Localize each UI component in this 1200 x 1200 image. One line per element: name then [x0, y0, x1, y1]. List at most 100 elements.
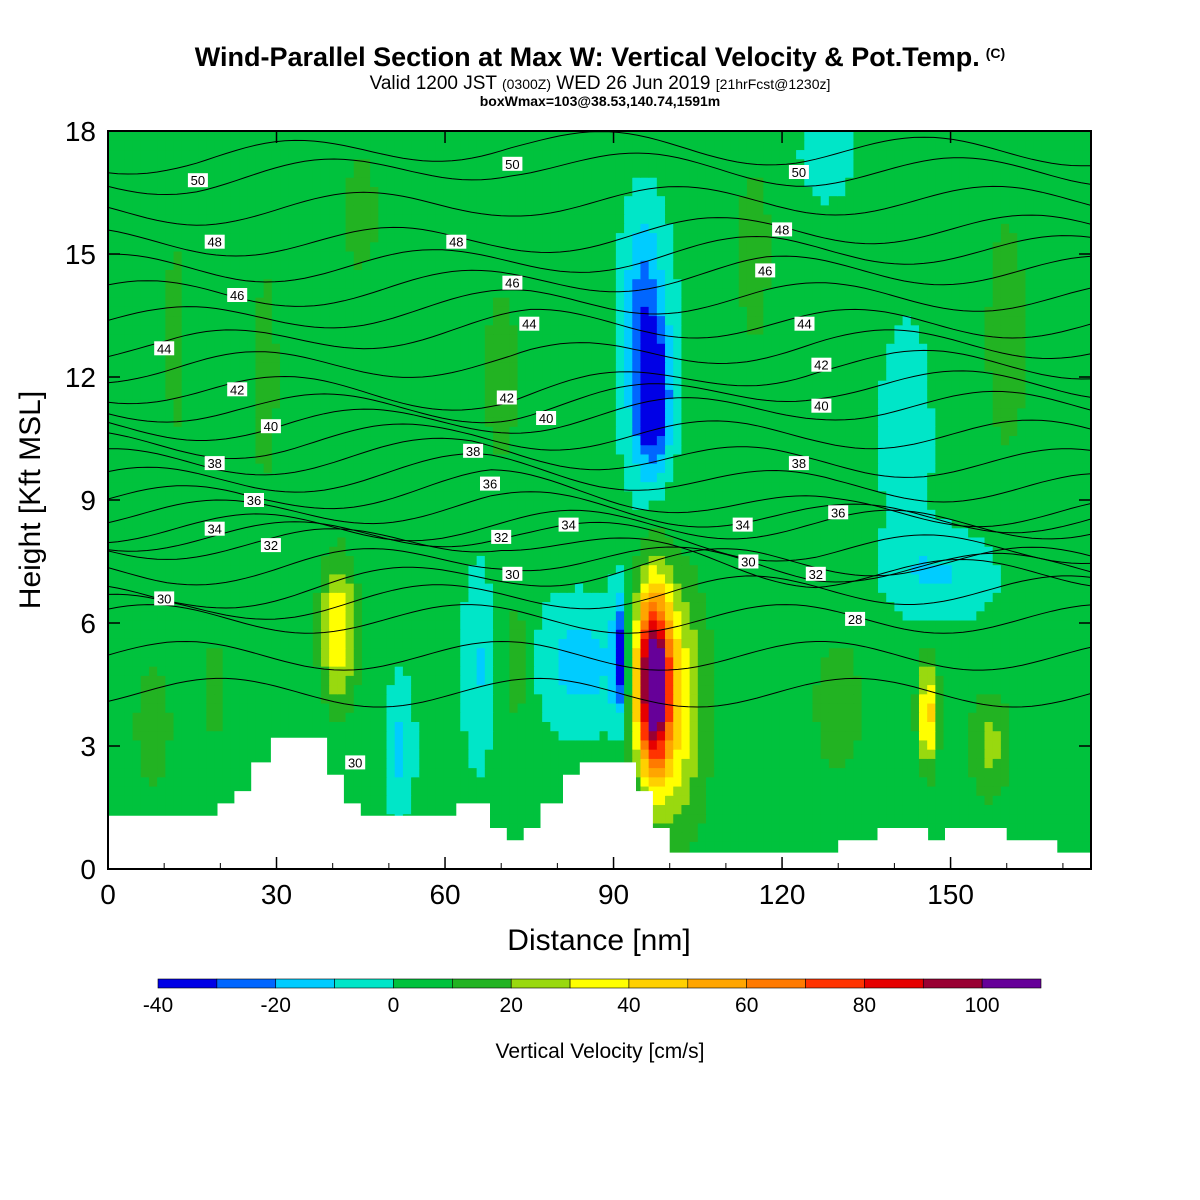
velocity-cell: [787, 813, 797, 824]
velocity-cell: [198, 500, 207, 510]
velocity-cell: [984, 721, 994, 732]
velocity-cell: [746, 693, 756, 704]
velocity-cell: [148, 795, 158, 806]
velocity-cell: [525, 758, 535, 769]
velocity-cell: [599, 739, 609, 750]
velocity-cell: [304, 647, 314, 658]
velocity-cell: [533, 675, 543, 686]
velocity-cell: [738, 647, 748, 658]
velocity-cell: [878, 795, 887, 806]
velocity-cell: [525, 509, 535, 520]
velocity-cell: [542, 490, 551, 501]
velocity-cell: [968, 684, 977, 695]
velocity-cell: [1017, 785, 1027, 796]
velocity-cell: [1058, 564, 1068, 575]
velocity-cell: [959, 693, 969, 704]
velocity-cell: [1066, 619, 1076, 630]
velocity-cell: [1050, 832, 1059, 842]
velocity-cell: [673, 518, 683, 529]
velocity-cell: [280, 702, 289, 713]
velocity-cell: [845, 666, 855, 676]
velocity-cell: [845, 656, 855, 667]
velocity-cell: [787, 629, 797, 639]
velocity-cell: [730, 675, 740, 686]
velocity-cell: [894, 546, 904, 556]
velocity-cell: [730, 555, 740, 566]
velocity-cell: [771, 813, 781, 824]
velocity-cell: [140, 555, 150, 566]
velocity-cell: [837, 822, 846, 833]
velocity-cell: [976, 721, 986, 732]
velocity-cell: [452, 776, 461, 787]
velocity-cell: [755, 684, 764, 695]
velocity-cell: [361, 638, 371, 649]
velocity-cell: [828, 721, 838, 732]
velocity-cell: [198, 573, 207, 584]
velocity-cell: [419, 536, 429, 547]
velocity-cell: [533, 758, 543, 769]
velocity-cell: [378, 592, 388, 603]
velocity-cell: [591, 693, 601, 704]
velocity-cell: [148, 702, 158, 713]
velocity-cell: [337, 564, 347, 575]
velocity-cell: [615, 573, 625, 584]
velocity-cell: [198, 555, 207, 566]
velocity-cell: [263, 712, 273, 722]
velocity-cell: [558, 684, 568, 695]
velocity-cell: [918, 647, 928, 658]
velocity-cell: [574, 555, 584, 566]
velocity-cell: [853, 629, 863, 639]
velocity-cell: [452, 481, 461, 492]
velocity-cell: [697, 841, 707, 852]
velocity-cell: [337, 730, 347, 741]
velocity-cell: [230, 739, 240, 750]
velocity-cell: [902, 518, 912, 529]
velocity-cell: [918, 601, 928, 612]
velocity-cell: [591, 656, 601, 667]
velocity-cell: [902, 527, 912, 538]
velocity-cell: [222, 721, 232, 732]
velocity-cell: [779, 758, 789, 769]
velocity-cell: [804, 518, 814, 529]
velocity-cell: [869, 555, 879, 566]
velocity-cell: [476, 629, 486, 639]
velocity-cell: [312, 675, 322, 686]
velocity-cell: [918, 785, 928, 796]
velocity-cell: [263, 610, 273, 621]
velocity-cell: [320, 730, 330, 741]
velocity-cell: [181, 573, 191, 584]
velocity-cell: [124, 693, 134, 704]
velocity-cell: [714, 592, 723, 603]
velocity-cell: [984, 758, 994, 769]
velocity-cell: [1041, 490, 1051, 501]
velocity-cell: [558, 647, 568, 658]
velocity-cell: [165, 795, 175, 806]
velocity-cell: [525, 500, 535, 510]
velocity-cell: [189, 638, 199, 649]
velocity-cell: [108, 500, 117, 510]
velocity-cell: [312, 546, 322, 556]
velocity-cell: [705, 813, 715, 824]
velocity-cell: [427, 555, 437, 566]
velocity-cell: [411, 629, 420, 639]
velocity-cell: [181, 555, 191, 566]
velocity-cell: [886, 610, 895, 621]
velocity-cell: [607, 638, 617, 649]
valid-zulu: (0300Z): [501, 76, 552, 92]
velocity-cell: [746, 749, 756, 759]
velocity-cell: [165, 776, 175, 787]
velocity-cell: [1082, 684, 1091, 695]
velocity-cell: [771, 749, 781, 759]
velocity-cell: [738, 739, 748, 750]
velocity-cell: [435, 730, 445, 741]
velocity-cell: [132, 647, 142, 658]
velocity-cell: [763, 832, 773, 842]
velocity-cell: [239, 546, 248, 556]
velocity-cell: [828, 795, 838, 806]
velocity-cell: [1017, 638, 1027, 649]
velocity-cell: [1025, 573, 1035, 584]
velocity-cell: [247, 481, 257, 492]
velocity-cell: [132, 583, 142, 593]
velocity-cell: [599, 749, 609, 759]
velocity-cell: [837, 490, 846, 501]
